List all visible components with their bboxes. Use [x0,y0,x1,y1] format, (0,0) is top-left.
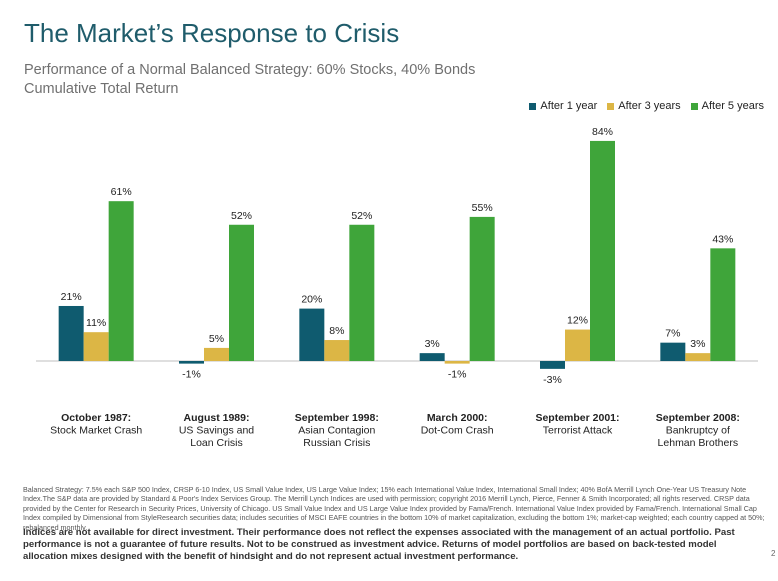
bar [419,353,445,361]
bar [179,361,204,364]
category-label: Asian Contagion [298,425,375,437]
legend-item-after-5-years: After 5 years [690,100,764,112]
data-label: 61% [111,186,132,198]
data-label: 5% [209,333,224,345]
category-label: October 1987: [61,412,131,424]
category-label: March 2000: [427,412,488,424]
legend-swatch-after-5-years [690,102,698,110]
bar [660,342,686,361]
legend-label-after-5-years: After 5 years [701,100,764,112]
category-label: Loan Crisis [190,437,243,449]
data-label: 3% [690,338,705,350]
category-label: Terrorist Attack [543,425,613,437]
category-label: US Savings and [179,425,254,437]
bar [540,361,565,369]
page-title: The Market’s Response to Crisis [24,18,400,48]
data-label: 52% [351,210,372,222]
legend-label-after-1-year: After 1 year [540,100,598,112]
bar [565,329,590,361]
bar [299,308,325,361]
legend-swatch-after-1-year [529,102,537,110]
category-label: Dot-Com Crash [421,425,494,437]
legend-item-after-1-year: After 1 year [529,100,597,112]
bar [685,353,711,361]
data-label: 3% [425,338,440,350]
bar [710,248,736,361]
bar [108,201,134,361]
category-label: Bankruptcy of [666,425,730,437]
legend-item-after-3-years: After 3 years [607,100,681,112]
data-label: 43% [712,233,733,245]
data-label: 12% [567,315,588,327]
bar [58,305,84,361]
bar [324,340,350,361]
category-label: Stock Market Crash [50,425,142,437]
bar [349,224,375,361]
data-label: 21% [61,291,82,303]
data-label: 55% [472,202,493,214]
subtitle-line-2: Cumulative Total Return [24,81,179,97]
data-label: -1% [448,369,467,381]
bar-chart: 21% 11% 61% October 1987:Stock Market Crash… [36,126,758,449]
subtitle-line-1: Performance of a Normal Balanced Strateg… [24,62,476,78]
bar [444,361,470,364]
data-label: 20% [301,294,322,306]
data-label: 11% [86,317,106,329]
category-label: September 2001: [535,412,619,424]
category-label: Lehman Brothers [658,437,739,449]
subtitle: Performance of a Normal Balanced Strateg… [24,61,475,99]
legend-label-after-3-years: After 3 years [618,100,681,112]
data-label: 7% [665,328,680,340]
category-label: Russian Crisis [303,437,370,449]
footnote: Balanced Strategy: 7.5% each S&P 500 Ind… [23,485,765,532]
bar [469,216,495,361]
bar [204,347,229,361]
data-label: 8% [329,325,344,337]
data-label: -1% [182,369,201,381]
data-label: 52% [231,210,252,222]
disclaimer: Indices are not available for direct inv… [23,527,735,562]
category-label: August 1989: [184,412,250,424]
page-number: 2 [771,549,776,558]
chart-legend: After 1 year After 3 years After 5 years [529,100,764,112]
bar [83,332,109,361]
category-label: September 2008: [656,412,740,424]
legend-swatch-after-3-years [607,102,615,110]
data-label: -3% [543,374,562,386]
bar [229,224,254,361]
data-label: 84% [592,126,613,138]
bar [590,140,615,361]
category-label: September 1998: [295,412,379,424]
